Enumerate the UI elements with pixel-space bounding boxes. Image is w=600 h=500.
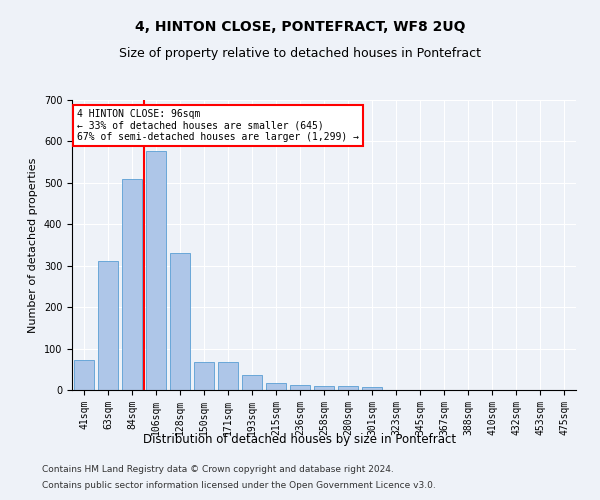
Bar [170,254,190,390]
Text: 4 HINTON CLOSE: 96sqm
← 33% of detached houses are smaller (645)
67% of semi-det: 4 HINTON CLOSE: 96sqm ← 33% of detached … [77,108,359,142]
Bar [122,178,142,390]
Bar [242,374,262,390]
Text: Contains HM Land Registry data © Crown copyright and database right 2024.: Contains HM Land Registry data © Crown c… [42,466,394,474]
Bar [98,260,118,390]
Bar [218,362,238,390]
Bar [74,360,94,390]
Bar [314,386,334,390]
Bar [146,150,166,390]
Bar [194,362,214,390]
Bar [290,384,310,390]
Text: 4, HINTON CLOSE, PONTEFRACT, WF8 2UQ: 4, HINTON CLOSE, PONTEFRACT, WF8 2UQ [135,20,465,34]
Bar [338,386,358,390]
Text: Contains public sector information licensed under the Open Government Licence v3: Contains public sector information licen… [42,480,436,490]
Text: Distribution of detached houses by size in Pontefract: Distribution of detached houses by size … [143,432,457,446]
Y-axis label: Number of detached properties: Number of detached properties [28,158,38,332]
Text: Size of property relative to detached houses in Pontefract: Size of property relative to detached ho… [119,48,481,60]
Bar [362,386,382,390]
Bar [266,382,286,390]
